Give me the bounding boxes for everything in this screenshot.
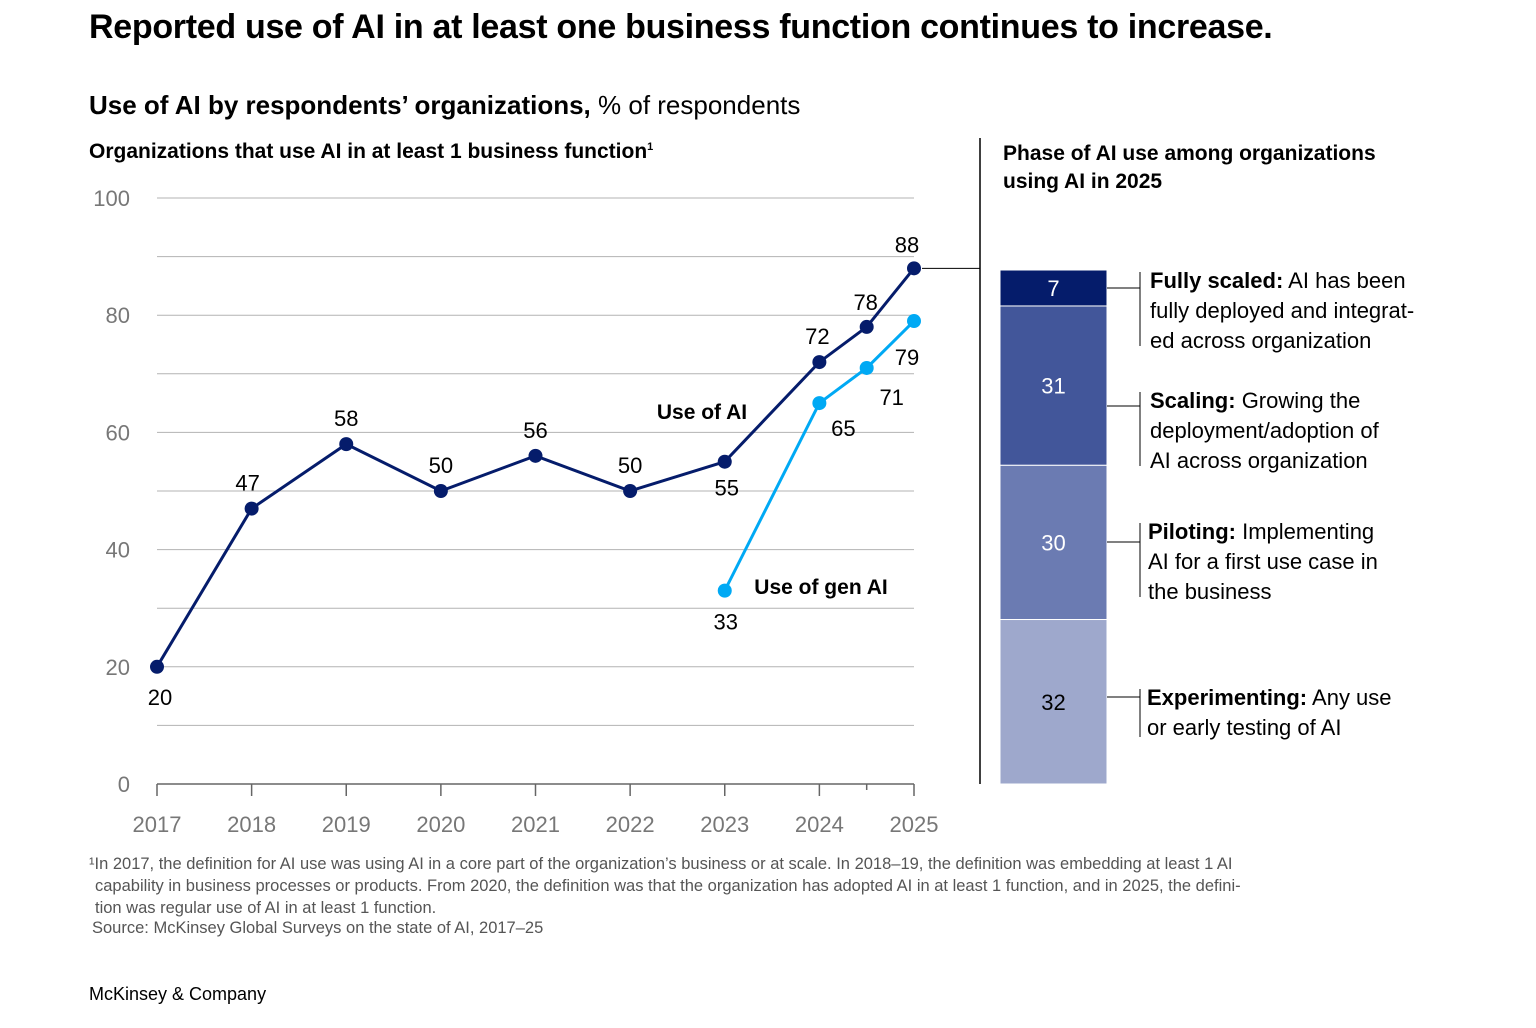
series-line: [723, 319, 916, 592]
footnote-mark: 1: [647, 141, 654, 153]
y-tick-label: 60: [106, 420, 130, 445]
data-label: 78: [853, 290, 877, 315]
data-point: [623, 484, 638, 498]
phase-desc-piloting-bold: Piloting:: [1148, 519, 1236, 544]
data-label: 58: [334, 406, 358, 431]
phase-desc-piloting-line1: Implementing: [1235, 519, 1375, 544]
phase-desc-fully-scaled-line1: AI has been: [1283, 268, 1406, 293]
data-point: [812, 396, 827, 411]
phase-desc-experimenting-line1: Any use: [1307, 685, 1392, 710]
phase-desc-piloting-line2: AI for a first use case in: [1148, 549, 1378, 574]
phase-desc-fully-scaled-bold: Fully scaled:: [1150, 268, 1284, 293]
phase-desc-piloting-line3: the business: [1148, 579, 1272, 604]
phase-desc-fully-scaled-line3: ed across organization: [1150, 328, 1372, 353]
bar-segment-label: 30: [1041, 530, 1065, 555]
data-point: [812, 355, 827, 370]
data-label: 65: [831, 416, 855, 441]
phase-desc-scaling-line2: deployment/adoption of: [1150, 418, 1379, 443]
phase-desc-fully-scaled: Fully scaled: AI has been fully deployed…: [1150, 266, 1414, 356]
bar-segment: [999, 619, 1108, 785]
data-label: 20: [148, 685, 172, 710]
series-line: [155, 267, 916, 668]
phase-desc-scaling-bold: Scaling:: [1150, 388, 1236, 413]
brand-name: McKinsey & Company: [89, 984, 267, 1004]
x-tick-label: 2021: [511, 812, 560, 837]
phase-desc-experimenting: Experimenting: Any use or early testing …: [1147, 683, 1392, 743]
x-tick-label: 2019: [322, 812, 371, 837]
data-point: [859, 319, 874, 334]
bar-segment-label: 31: [1041, 374, 1065, 399]
x-tick-label: 2025: [890, 812, 939, 837]
phase-desc-piloting: Piloting: Implementing AI for a first us…: [1148, 517, 1378, 607]
data-point: [150, 659, 164, 674]
data-point: [907, 261, 921, 276]
x-tick-label: 2017: [133, 812, 182, 837]
data-label: 47: [235, 471, 259, 496]
x-tick-label: 2023: [700, 812, 749, 837]
data-label: 50: [618, 453, 642, 478]
y-tick-label: 100: [93, 186, 130, 211]
data-point: [717, 454, 732, 469]
footnote-line: ¹In 2017, the definition for AI use was …: [89, 855, 1233, 873]
x-tick-label: 2018: [227, 812, 276, 837]
bar-segment: [999, 305, 1108, 466]
y-tick-label: 80: [106, 303, 130, 328]
footnote-line: tion was regular use of AI in at least 1…: [95, 899, 437, 917]
data-point: [433, 484, 448, 498]
data-label: 79: [895, 345, 919, 370]
phase-desc-scaling-line3: AI across organization: [1150, 448, 1368, 473]
y-tick-label: 0: [118, 772, 130, 797]
data-label: 55: [715, 476, 739, 501]
data-point: [717, 583, 732, 598]
data-point: [339, 437, 354, 452]
phase-desc-fully-scaled-line2: fully deployed and integrat-: [1150, 298, 1415, 323]
series-label: Use of gen AI: [754, 576, 887, 599]
data-point: [907, 314, 921, 329]
data-point: [859, 360, 874, 375]
phase-desc-experimenting-bold: Experimenting:: [1147, 685, 1308, 710]
bar-segment-label: 7: [1047, 276, 1059, 301]
data-label: 88: [895, 232, 919, 257]
bar-segment-label: 32: [1041, 690, 1065, 715]
data-label: 56: [523, 418, 547, 443]
data-label: 71: [879, 385, 903, 410]
y-tick-label: 20: [106, 655, 130, 680]
chart-subtitle: Use of AI by respondents’ organizations,…: [89, 90, 800, 121]
data-label: 72: [805, 324, 829, 349]
x-tick-label: 2024: [795, 812, 844, 837]
y-tick-label: 40: [106, 538, 130, 563]
chart-title: Reported use of AI in at least one busin…: [89, 8, 1273, 46]
x-tick-label: 2022: [606, 812, 655, 837]
x-tick-label: 2020: [416, 812, 465, 837]
subtitle-bold: Use of AI by respondents’ organizations,: [89, 90, 591, 120]
phase-desc-scaling-line1: Growing the: [1235, 388, 1361, 413]
line-chart-header: Organizations that use AI in at least 1 …: [89, 140, 653, 164]
subtitle-unit: % of respondents: [590, 90, 801, 120]
bar-segment: [999, 269, 1108, 307]
footnote: ¹In 2017, the definition for AI use was …: [89, 853, 1429, 919]
phase-desc-experimenting-line2: or early testing of AI: [1147, 715, 1342, 740]
series-label: Use of AI: [657, 401, 747, 424]
phase-desc-scaling: Scaling: Growing the deployment/adoption…: [1150, 386, 1379, 476]
data-label: 50: [429, 453, 453, 478]
data-label: 33: [714, 610, 738, 635]
data-point: [528, 448, 543, 463]
line-chart-header-text: Organizations that use AI in at least 1 …: [89, 140, 648, 163]
footnote-line: capability in business processes or prod…: [95, 877, 1241, 895]
data-point: [244, 501, 259, 516]
source-note: Source: McKinsey Global Surveys on the s…: [92, 919, 544, 937]
bar-chart-header: Phase of AI use among organizations usin…: [1003, 142, 1376, 193]
